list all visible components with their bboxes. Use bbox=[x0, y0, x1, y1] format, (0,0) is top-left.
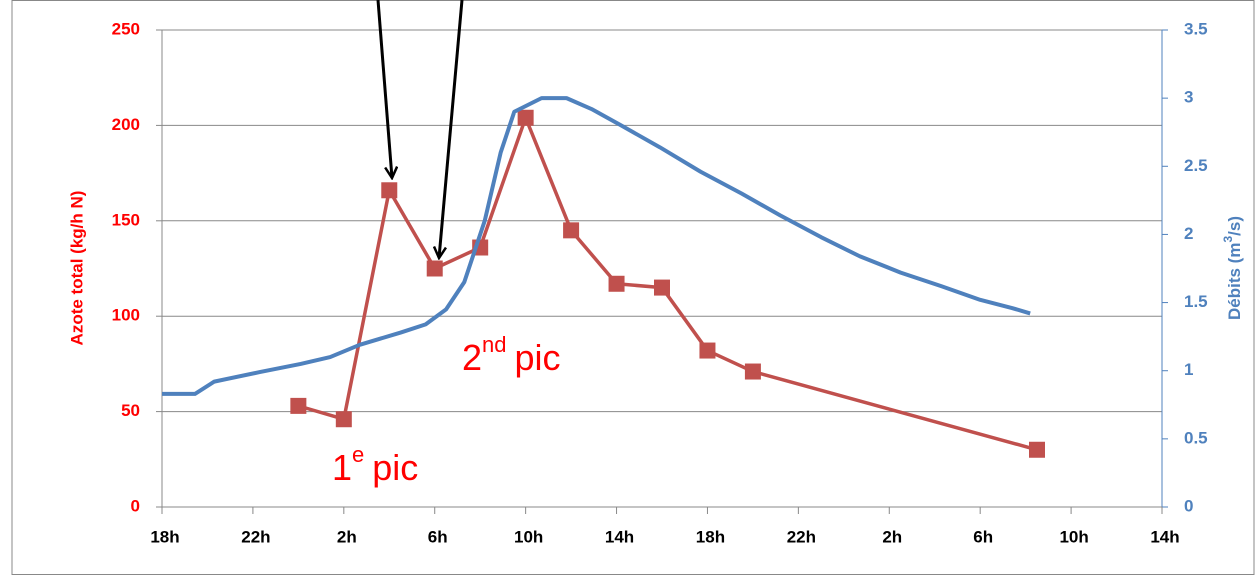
y-axis-title: Azote total (kg/h N) bbox=[67, 191, 86, 346]
arrow bbox=[439, 0, 464, 258]
y2-tick-label: 1.5 bbox=[1184, 292, 1208, 311]
x-tick-label: 18h bbox=[150, 527, 179, 546]
point-marker bbox=[563, 222, 580, 239]
point-marker bbox=[290, 397, 307, 414]
y2-axis-title: Débits (m3/s) bbox=[1221, 216, 1244, 320]
y2-tick-label: 3.5 bbox=[1184, 19, 1208, 38]
x-tick-label: 2h bbox=[337, 527, 357, 546]
y-tick-label: 50 bbox=[121, 401, 140, 420]
point-marker bbox=[744, 363, 761, 380]
point-marker bbox=[608, 275, 625, 292]
y2-tick-label: 0 bbox=[1184, 496, 1193, 515]
x-tick-label: 14h bbox=[1150, 527, 1179, 546]
annotation-tail: pic bbox=[515, 337, 561, 378]
y2-tick-label: 0.5 bbox=[1184, 428, 1208, 447]
x-tick-label: 14h bbox=[605, 527, 634, 546]
grid bbox=[156, 29, 1168, 514]
y-tick-label: 250 bbox=[112, 19, 140, 38]
x-tick-label: 6h bbox=[973, 527, 993, 546]
annotation: 1e pic bbox=[332, 442, 418, 488]
point-marker bbox=[426, 260, 443, 277]
point-marker bbox=[654, 279, 670, 296]
x-tick-label: 22h bbox=[241, 527, 270, 546]
x-tick-label: 22h bbox=[787, 527, 816, 546]
point-marker bbox=[335, 411, 352, 428]
point-marker bbox=[517, 109, 534, 126]
chart-border bbox=[11, 0, 1255, 575]
point-marker bbox=[1029, 441, 1045, 458]
annotation-sup: e bbox=[352, 442, 364, 467]
y2-title-sup: 3 bbox=[1221, 236, 1235, 243]
y-tick-label: 150 bbox=[112, 210, 140, 229]
annotation-base: 2 bbox=[462, 337, 482, 378]
x-tick-label: 10h bbox=[514, 527, 543, 546]
annotation-base: 1 bbox=[332, 447, 352, 488]
y2-tick-label: 2.5 bbox=[1184, 156, 1208, 175]
y-tick-label: 100 bbox=[112, 306, 140, 325]
y2-title-text: Débits (m bbox=[1225, 243, 1244, 320]
annotation-sup: nd bbox=[482, 332, 506, 357]
y2-title-text: /s) bbox=[1225, 216, 1244, 236]
plot bbox=[162, 96, 1045, 458]
y-tick-label: 0 bbox=[131, 496, 140, 515]
y2-tick-label: 2 bbox=[1184, 224, 1193, 243]
arrow bbox=[376, 0, 392, 178]
point-marker bbox=[699, 342, 716, 359]
x-tick-label: 18h bbox=[696, 527, 725, 546]
annotation: 2nd pic bbox=[462, 332, 561, 378]
x-tick-label: 10h bbox=[1059, 527, 1088, 546]
y2-tick-label: 1 bbox=[1184, 360, 1193, 379]
series-line bbox=[162, 96, 1031, 396]
x-tick-label: 6h bbox=[428, 527, 448, 546]
y2-tick-label: 3 bbox=[1184, 88, 1193, 107]
y-tick-label: 200 bbox=[112, 115, 140, 134]
point-marker bbox=[381, 182, 398, 199]
annotation-tail: pic bbox=[372, 447, 418, 488]
x-tick-label: 2h bbox=[882, 527, 902, 546]
